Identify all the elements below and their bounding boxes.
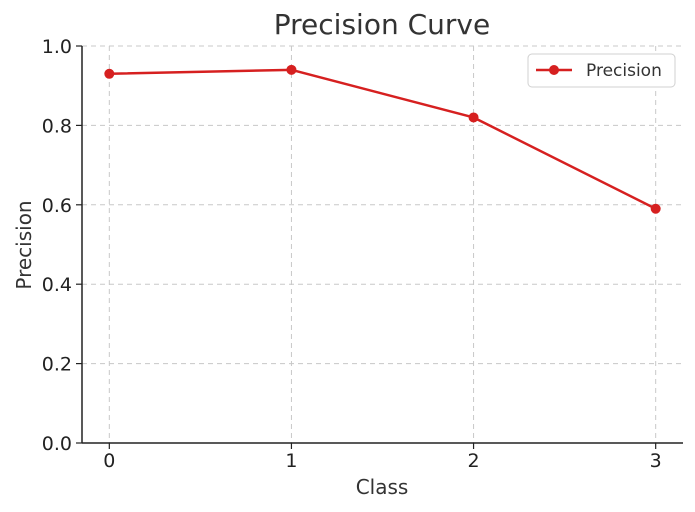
data-point bbox=[468, 112, 479, 123]
y-tick-label: 0.0 bbox=[42, 433, 72, 455]
legend-box bbox=[527, 53, 676, 88]
x-tick-label: 1 bbox=[285, 450, 297, 472]
y-tick-label: 0.4 bbox=[42, 274, 72, 296]
series-layer bbox=[104, 64, 661, 214]
grid bbox=[82, 45, 683, 444]
y-tick-label: 0.2 bbox=[42, 354, 72, 376]
chart-title: Precision Curve bbox=[274, 8, 490, 41]
legend-entry-precision: Precision bbox=[586, 61, 662, 81]
legend-marker-swatch bbox=[549, 65, 559, 75]
data-point bbox=[286, 64, 297, 75]
y-axis-ticks: 0.0 0.2 0.4 0.6 0.8 1.0 bbox=[42, 36, 82, 455]
series-line-precision bbox=[108, 68, 657, 211]
x-axis-label: Class bbox=[356, 475, 409, 499]
data-point bbox=[650, 203, 661, 214]
x-tick-label: 2 bbox=[468, 450, 480, 472]
y-tick-label: 0.6 bbox=[42, 195, 72, 217]
data-point bbox=[104, 68, 115, 79]
y-tick-label: 0.8 bbox=[42, 115, 72, 137]
y-axis-label: Precision bbox=[12, 200, 36, 289]
x-axis-ticks: 0 1 2 3 bbox=[103, 443, 662, 472]
x-tick-label: 3 bbox=[650, 450, 662, 472]
x-tick-label: 0 bbox=[103, 450, 115, 472]
y-tick-label: 1.0 bbox=[42, 36, 72, 58]
legend: Precision bbox=[527, 53, 676, 88]
